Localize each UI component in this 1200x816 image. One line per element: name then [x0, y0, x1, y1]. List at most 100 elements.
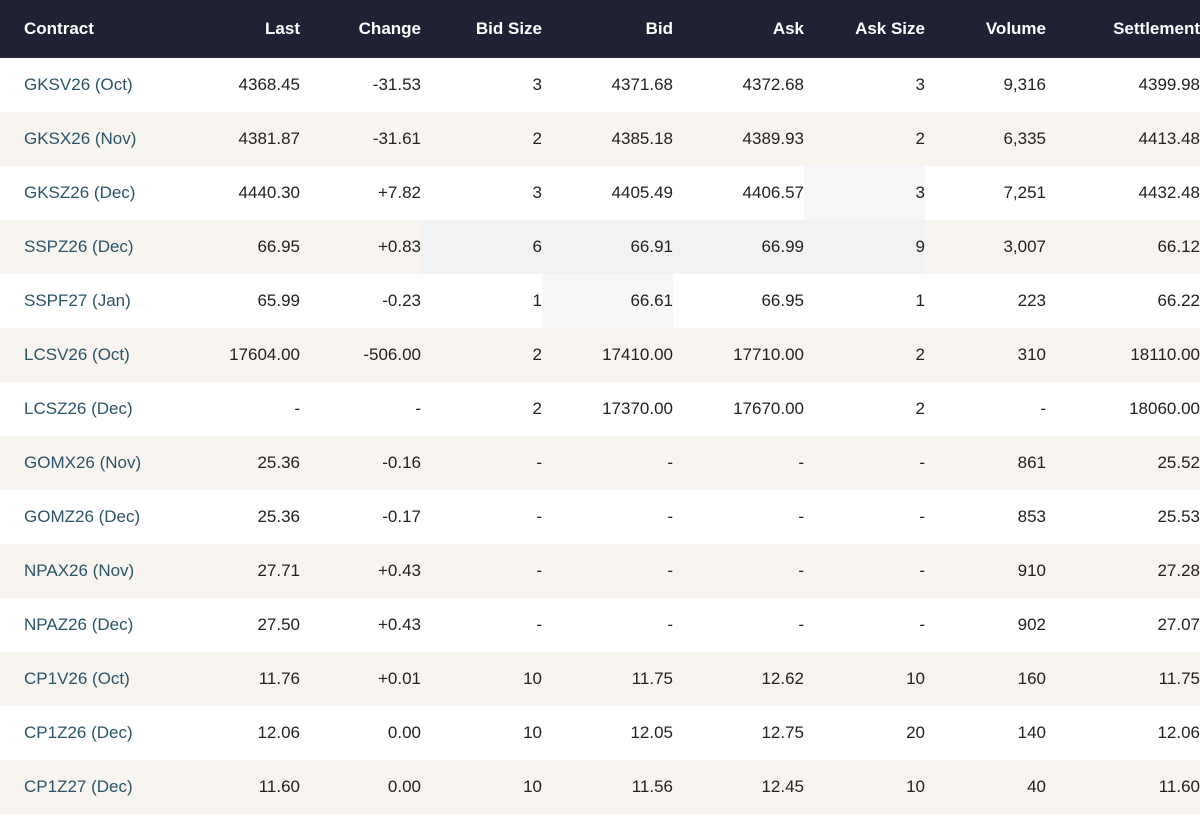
settlement-cell: 66.12: [1157, 237, 1200, 256]
table-row[interactable]: GKSV26 (Oct) 4368.45 -31.53 3 4371.68 43…: [0, 58, 1200, 112]
last-cell: 11.60: [258, 777, 300, 796]
header-bid-size[interactable]: Bid Size: [475, 19, 542, 38]
change-cell: 0.00: [387, 777, 421, 796]
contract-link[interactable]: GOMZ26 (Dec): [24, 507, 141, 526]
volume-cell: 160: [1017, 669, 1046, 688]
table-row[interactable]: GOMZ26 (Dec) 25.36 -0.17 - - - - 853 25.…: [0, 490, 1200, 544]
bid-size-cell: -: [536, 561, 542, 580]
table-row[interactable]: CP1Z27 (Dec) 11.60 0.00 10 11.56 12.45 1…: [0, 760, 1200, 814]
header-ask-size[interactable]: Ask Size: [855, 19, 925, 38]
change-cell: +0.43: [377, 615, 421, 634]
table-row[interactable]: CP1V26 (Oct) 11.76 +0.01 10 11.75 12.62 …: [0, 652, 1200, 706]
last-cell: 25.36: [257, 453, 300, 472]
change-cell: -31.61: [372, 129, 421, 148]
contract-link[interactable]: NPAX26 (Nov): [24, 561, 135, 580]
bid-size-cell: 6: [421, 220, 542, 274]
change-cell: -: [415, 399, 421, 418]
contract-link[interactable]: LCSV26 (Oct): [24, 345, 130, 364]
contract-link[interactable]: GKSX26 (Nov): [24, 129, 137, 148]
contract-link[interactable]: CP1Z27 (Dec): [24, 777, 133, 796]
ask-size-cell: 2: [915, 129, 925, 148]
settlement-cell: 12.06: [1157, 723, 1200, 742]
ask-cell: 17710.00: [733, 345, 804, 364]
table-row[interactable]: GKSX26 (Nov) 4381.87 -31.61 2 4385.18 43…: [0, 112, 1200, 166]
contract-link[interactable]: CP1Z26 (Dec): [24, 723, 133, 742]
table-row[interactable]: GOMX26 (Nov) 25.36 -0.16 - - - - 861 25.…: [0, 436, 1200, 490]
table-row[interactable]: LCSV26 (Oct) 17604.00 -506.00 2 17410.00…: [0, 328, 1200, 382]
volume-cell: 910: [1017, 561, 1046, 580]
bid-size-cell: 2: [532, 399, 542, 418]
contract-link[interactable]: GKSV26 (Oct): [24, 75, 133, 94]
change-cell: -0.23: [382, 291, 421, 310]
ask-size-cell: 2: [915, 399, 925, 418]
header-ask[interactable]: Ask: [772, 19, 804, 38]
last-cell: 4368.45: [238, 75, 300, 94]
ask-cell: 4389.93: [742, 129, 804, 148]
last-cell: 4440.30: [238, 183, 300, 202]
ask-cell: -: [798, 561, 804, 580]
settlement-cell: 11.75: [1158, 669, 1200, 688]
bid-cell: 4405.49: [611, 183, 673, 202]
table-row[interactable]: NPAZ26 (Dec) 27.50 +0.43 - - - - 902 27.…: [0, 598, 1200, 652]
volume-cell: 40: [1027, 777, 1046, 796]
table-row[interactable]: SSPF27 (Jan) 65.99 -0.23 1 66.61 66.95 1…: [0, 274, 1200, 328]
settlement-cell: 18110.00: [1130, 345, 1200, 364]
change-cell: 0.00: [387, 723, 421, 742]
settlement-cell: 27.28: [1157, 561, 1200, 580]
volume-cell: -: [1040, 399, 1046, 418]
contract-link[interactable]: NPAZ26 (Dec): [24, 615, 134, 634]
settlement-cell: 4399.98: [1138, 75, 1200, 94]
change-cell: -506.00: [363, 345, 421, 364]
settlement-cell: 27.07: [1157, 615, 1200, 634]
contract-link[interactable]: CP1V26 (Oct): [24, 669, 130, 688]
contract-link[interactable]: SSPZ26 (Dec): [24, 237, 134, 256]
ask-cell: 66.99: [673, 220, 804, 274]
table-row[interactable]: GKSZ26 (Dec) 4440.30 +7.82 3 4405.49 440…: [0, 166, 1200, 220]
settlement-cell: 25.53: [1157, 507, 1200, 526]
ask-size-cell: -: [919, 561, 925, 580]
ask-cell: -: [798, 507, 804, 526]
ask-size-cell: 1: [915, 291, 925, 310]
bid-cell: -: [667, 561, 673, 580]
header-change[interactable]: Change: [358, 19, 421, 38]
table-row[interactable]: LCSZ26 (Dec) - - 2 17370.00 17670.00 2 -…: [0, 382, 1200, 436]
volume-cell: 223: [1017, 291, 1046, 310]
ask-cell: 12.45: [761, 777, 804, 796]
contract-link[interactable]: GKSZ26 (Dec): [24, 183, 136, 202]
change-cell: -31.53: [372, 75, 421, 94]
bid-size-cell: 10: [523, 777, 542, 796]
ask-size-cell: 10: [906, 777, 925, 796]
table-body: GKSV26 (Oct) 4368.45 -31.53 3 4371.68 43…: [0, 58, 1200, 814]
table-row[interactable]: NPAX26 (Nov) 27.71 +0.43 - - - - 910 27.…: [0, 544, 1200, 598]
contract-link[interactable]: SSPF27 (Jan): [24, 291, 131, 310]
bid-size-cell: -: [536, 615, 542, 634]
bid-size-cell: 10: [523, 669, 542, 688]
last-cell: 11.76: [258, 669, 300, 688]
table-row[interactable]: CP1Z26 (Dec) 12.06 0.00 10 12.05 12.75 2…: [0, 706, 1200, 760]
ask-cell: 66.95: [761, 291, 804, 310]
header-last[interactable]: Last: [265, 19, 300, 38]
table-row[interactable]: SSPZ26 (Dec) 66.95 +0.83 6 66.91 66.99 9…: [0, 220, 1200, 274]
bid-size-cell: 3: [532, 183, 542, 202]
header-settlement[interactable]: Settlement: [1113, 19, 1200, 38]
bid-cell: -: [667, 507, 673, 526]
contract-link[interactable]: GOMX26 (Nov): [24, 453, 142, 472]
ask-cell: 17670.00: [733, 399, 804, 418]
volume-cell: 853: [1017, 507, 1046, 526]
ask-cell: 4406.57: [742, 183, 804, 202]
bid-cell: 66.91: [542, 220, 673, 274]
volume-cell: 861: [1017, 453, 1046, 472]
ask-size-cell: -: [919, 453, 925, 472]
header-volume[interactable]: Volume: [985, 19, 1046, 38]
bid-cell: 11.75: [631, 669, 673, 688]
ask-size-cell: 10: [906, 669, 925, 688]
contract-link[interactable]: LCSZ26 (Dec): [24, 399, 133, 418]
bid-size-cell: -: [536, 453, 542, 472]
header-bid[interactable]: Bid: [645, 19, 673, 38]
volume-cell: 902: [1017, 615, 1046, 634]
ask-cell: -: [798, 453, 804, 472]
header-contract[interactable]: Contract: [24, 19, 94, 38]
volume-cell: 310: [1017, 345, 1046, 364]
settlement-cell: 4432.48: [1138, 183, 1200, 202]
bid-size-cell: 2: [532, 129, 542, 148]
